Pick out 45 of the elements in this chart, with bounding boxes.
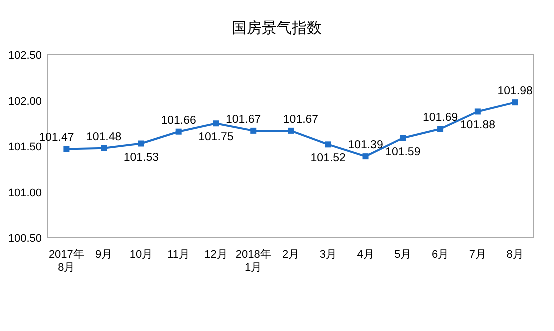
y-tick-label: 102.00 xyxy=(8,96,42,108)
data-label: 101.47 xyxy=(39,132,74,144)
point xyxy=(250,128,257,134)
data-label: 101.67 xyxy=(283,114,319,126)
x-tick-label: 6月 xyxy=(432,249,450,261)
y-tick-label: 100.50 xyxy=(8,233,42,245)
x-tick-label: 3月 xyxy=(320,249,337,261)
data-label: 101.75 xyxy=(198,132,234,144)
point xyxy=(400,135,406,142)
data-label: 101.66 xyxy=(161,114,196,127)
data-label: 101.59 xyxy=(386,146,421,158)
x-tick-label: 2月 xyxy=(282,249,300,261)
x-tick-label: 10月 xyxy=(130,249,154,261)
data-label: 101.69 xyxy=(422,112,458,124)
y-tick-label: 101.50 xyxy=(8,142,42,154)
x-tick-label: 9月 xyxy=(96,249,113,261)
x-tick-label: 4月 xyxy=(357,249,374,261)
x-tick-label: 7月 xyxy=(469,249,486,261)
point xyxy=(176,128,182,135)
point xyxy=(64,146,70,152)
point xyxy=(474,108,481,115)
point xyxy=(213,120,220,127)
x-tick-label: 11月 xyxy=(168,249,190,261)
x-tick-label: 2018年 1月 xyxy=(236,249,272,274)
data-label: 101.67 xyxy=(226,114,262,126)
data-label: 101.52 xyxy=(310,152,346,165)
data-label: 101.48 xyxy=(86,131,122,144)
chart-title: 国房景气指数 xyxy=(232,20,322,37)
point xyxy=(438,126,444,132)
point xyxy=(362,154,369,160)
x-tick-label: 12月 xyxy=(204,249,228,261)
point xyxy=(138,140,144,147)
point xyxy=(325,142,332,148)
x-tick-label: 5月 xyxy=(394,249,412,261)
data-label: 101.53 xyxy=(124,152,160,164)
point xyxy=(101,145,108,152)
data-label: 101.88 xyxy=(460,120,496,132)
y-tick-label: 101.00 xyxy=(8,187,42,200)
y-tick-label: 102.50 xyxy=(8,50,42,62)
point xyxy=(288,128,294,134)
x-tick-label: 2017年 8月 xyxy=(48,249,84,274)
point xyxy=(512,100,518,106)
x-tick-label: 8月 xyxy=(506,249,524,261)
data-label: 101.39 xyxy=(348,140,384,152)
data-label: 101.98 xyxy=(498,86,533,98)
